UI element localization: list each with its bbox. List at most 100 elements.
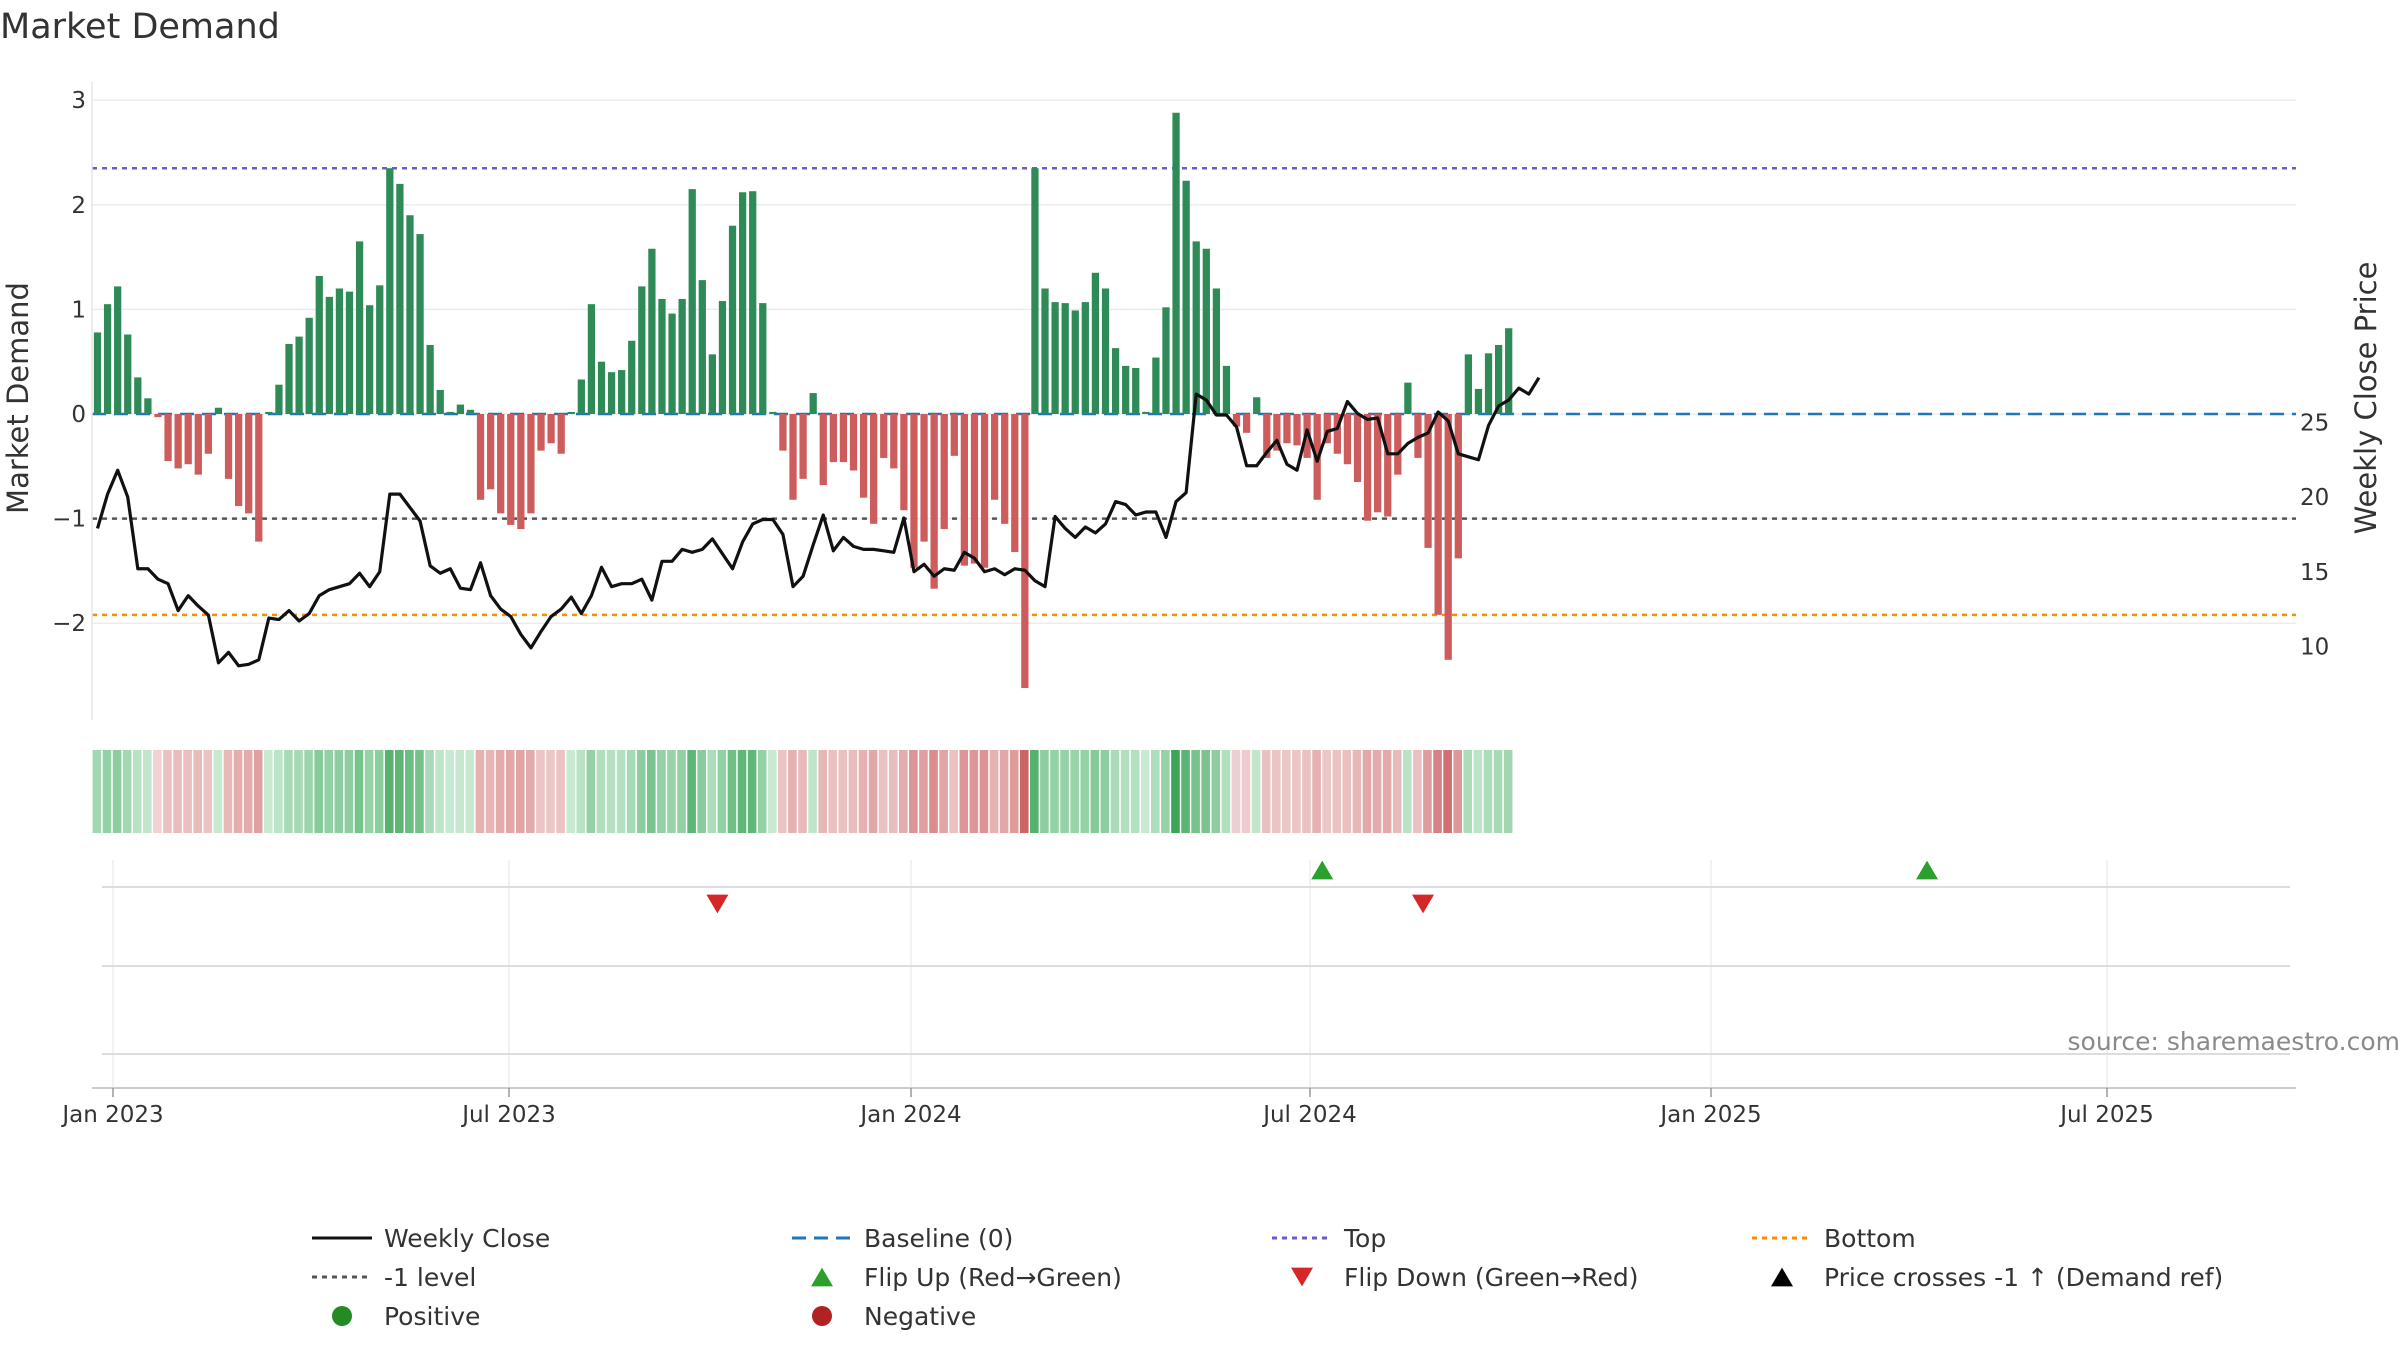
legend-item: Bottom xyxy=(1752,1224,1916,1253)
weekly-close-line xyxy=(95,376,1541,668)
legend-swatch xyxy=(332,1306,352,1326)
heat-cell xyxy=(848,750,858,833)
demand-bar-positive xyxy=(1172,112,1180,414)
demand-bar-positive xyxy=(1091,272,1100,414)
demand-bar-positive xyxy=(678,298,686,414)
heat-cell xyxy=(586,750,596,833)
heat-cell xyxy=(969,750,979,833)
heat-cell xyxy=(1372,750,1382,833)
flip-up-markers xyxy=(1311,860,1939,880)
demand-bar-negative xyxy=(245,414,253,514)
heat-cell xyxy=(647,750,656,833)
heat-cell xyxy=(1151,750,1160,833)
heat-cell xyxy=(1009,750,1019,833)
demand-bar-negative xyxy=(1374,414,1382,513)
demand-bar-negative xyxy=(890,414,898,469)
heat-cell xyxy=(253,750,263,833)
demand-heat-strip xyxy=(92,750,1513,833)
heat-cell xyxy=(143,750,152,833)
legend-swatch xyxy=(1291,1267,1313,1287)
heat-cell xyxy=(939,750,948,833)
heat-cell xyxy=(233,750,243,833)
demand-bar-positive xyxy=(1061,303,1069,414)
heat-cell xyxy=(384,750,394,833)
demand-bar-negative xyxy=(1293,414,1301,446)
demand-bar-positive xyxy=(103,304,112,414)
heat-cell xyxy=(626,750,636,833)
heat-cell xyxy=(203,750,213,833)
left-axis-label: Market Demand xyxy=(1,282,35,514)
demand-bar-negative xyxy=(224,414,233,479)
heat-cell xyxy=(1503,750,1513,833)
heat-cell xyxy=(1493,750,1503,833)
demand-bar-positive xyxy=(698,280,706,414)
flip-down-markers xyxy=(706,894,1435,914)
demand-bar-negative xyxy=(1454,414,1462,559)
heat-cell xyxy=(687,750,696,833)
demand-bar-negative xyxy=(960,414,969,566)
demand-bar-positive xyxy=(1081,302,1089,414)
demand-bar-positive xyxy=(1474,388,1483,414)
legend-label: Weekly Close xyxy=(384,1224,550,1253)
heat-cell xyxy=(1483,750,1493,833)
demand-bar-positive xyxy=(466,409,475,414)
heat-cell xyxy=(455,750,465,833)
heat-cell xyxy=(294,750,303,833)
demand-bar-positive xyxy=(567,411,575,414)
demand-bar-positive xyxy=(366,305,374,414)
demand-bar-negative xyxy=(910,414,918,568)
legend-item: Baseline (0) xyxy=(792,1224,1013,1253)
demand-bar-negative xyxy=(1444,414,1452,660)
heat-cell xyxy=(536,750,545,833)
demand-bar-negative xyxy=(527,414,535,514)
demand-bar-negative xyxy=(1323,414,1331,444)
demand-bar-negative xyxy=(779,414,787,451)
heat-cell xyxy=(788,750,797,833)
heat-cell xyxy=(727,750,737,833)
heat-cell xyxy=(767,750,777,833)
demand-bar-positive xyxy=(1111,348,1120,414)
demand-bar-positive xyxy=(809,393,817,414)
heat-cell xyxy=(546,750,555,833)
heat-cell xyxy=(888,750,898,833)
bottom-panel: source: sharemaestro.com xyxy=(92,1027,2400,1089)
heat-cell xyxy=(1302,750,1311,833)
heat-cell xyxy=(425,750,434,833)
demand-bar-negative xyxy=(1363,414,1372,521)
heat-cell xyxy=(576,750,586,833)
demand-bar-positive xyxy=(577,379,585,414)
demand-bar-positive xyxy=(1041,288,1049,414)
demand-bar-positive xyxy=(275,384,283,414)
demand-bar-negative xyxy=(184,414,192,465)
left-tick-label: 3 xyxy=(71,88,86,114)
heat-cell xyxy=(1292,750,1301,833)
demand-bar-negative xyxy=(1384,414,1392,517)
demand-bar-negative xyxy=(1353,414,1362,482)
heat-cell xyxy=(1090,750,1100,833)
demand-bar-negative xyxy=(950,414,958,456)
demand-bar-positive xyxy=(386,168,394,414)
heat-cell xyxy=(1312,750,1321,833)
legend-label: -1 level xyxy=(384,1263,476,1292)
heat-cell xyxy=(657,750,666,833)
left-axis-ticks: 3 2 1 0 −1 −2 xyxy=(52,88,86,637)
heat-cell xyxy=(102,750,112,833)
heat-cell xyxy=(1332,750,1342,833)
legend-item: Price crosses -1 ↑ (Demand ref) xyxy=(1771,1263,2223,1292)
heat-cell xyxy=(1413,750,1422,833)
heat-cell xyxy=(405,750,414,833)
demand-bar-positive xyxy=(325,296,333,414)
demand-bar-positive xyxy=(134,377,142,414)
legend-label: Flip Up (Red→Green) xyxy=(864,1263,1122,1292)
legend-item: Weekly Close xyxy=(312,1224,550,1253)
x-tick-label: Jul 2025 xyxy=(2058,1102,2154,1128)
heat-cell xyxy=(1282,750,1291,833)
legend-label: Top xyxy=(1343,1224,1386,1253)
chart-title: Market Demand xyxy=(0,7,280,47)
demand-bar-negative xyxy=(1434,414,1442,615)
demand-bar-positive xyxy=(114,286,122,414)
heat-cell xyxy=(1191,750,1200,833)
heat-cell xyxy=(1392,750,1402,833)
heat-cell xyxy=(344,750,354,833)
